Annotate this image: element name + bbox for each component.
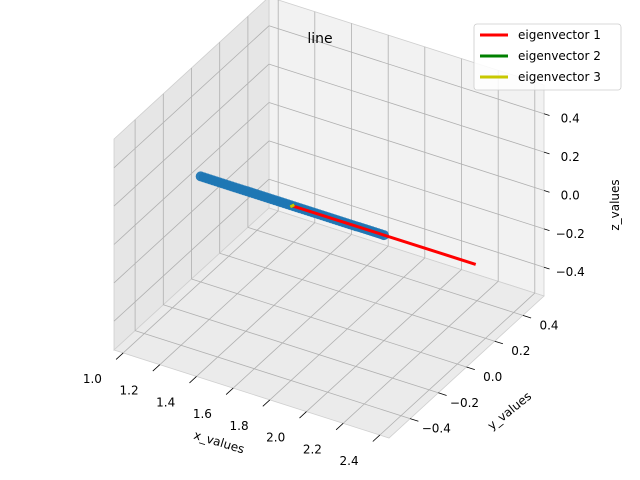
legend-entry-label: eigenvector 3	[518, 70, 601, 84]
eigenvector-1-line	[291, 204, 477, 266]
x-tick-label: 2.2	[303, 442, 322, 456]
y-tick-mark	[466, 366, 475, 370]
y-gridline	[134, 330, 411, 419]
z-tick-mark	[543, 190, 550, 193]
z-axis-label: z_values	[608, 179, 622, 230]
x-tick-mark	[189, 376, 197, 384]
z-gridline	[268, 102, 545, 191]
z-tick-mark	[543, 151, 550, 155]
z-tick-mark	[543, 266, 550, 270]
y-tick-mark	[438, 392, 447, 396]
legend: eigenvector 1 eigenvector 2 eigenvector 3	[473, 23, 622, 91]
x-tick-label: 1.4	[156, 395, 175, 409]
z-tick-mark	[543, 113, 550, 116]
x-tick-mark	[152, 364, 161, 372]
grid-lines	[113, 0, 545, 436]
y-tick-label: 0.4	[539, 318, 558, 332]
z-gridline	[113, 178, 270, 322]
z-gridline	[268, 178, 545, 268]
eigenvector-lines	[289, 203, 477, 266]
legend-entry-label: eigenvector 1	[518, 28, 601, 42]
z-gridline	[113, 140, 270, 284]
z-tick-mark	[543, 228, 550, 231]
eigenvector-3-line	[289, 203, 295, 209]
y-tick-label: 0.0	[483, 370, 502, 384]
y-axis-label: y_values	[485, 389, 534, 433]
y-gridline	[247, 227, 524, 316]
y-tick-label: 0.2	[511, 344, 530, 358]
x-tick-mark	[115, 352, 124, 360]
y-tick-mark	[494, 340, 504, 345]
x-tick-mark	[225, 387, 234, 395]
legend-frame	[473, 23, 622, 91]
x-tick-label: 1.8	[230, 419, 249, 433]
x-tick-label: 1.0	[83, 372, 102, 386]
chart-title: line	[307, 31, 332, 47]
x-tick-label: 1.2	[120, 384, 139, 398]
z-gridline	[113, 102, 270, 245]
z-tick-label: −0.2	[556, 227, 585, 241]
y-gridline	[191, 278, 467, 368]
y-tick-mark	[409, 418, 419, 422]
z-gridline	[268, 25, 545, 115]
y-gridline	[163, 304, 439, 394]
z-gridline	[268, 63, 545, 153]
z-tick-label: −0.4	[556, 265, 585, 279]
x-tick-label: 2.4	[340, 454, 359, 468]
z-tick-label: 0.4	[561, 112, 580, 126]
y-tick-label: −0.4	[422, 422, 451, 436]
x-tick-mark	[335, 423, 344, 431]
z-gridline	[113, 25, 270, 169]
axis-ticks: 1.0 1.2 1.4 1.6 1.8 2.0 2.2 2.4 −0.4 −0.2 0.0 0.2 0.…	[83, 112, 585, 468]
z-tick-label: 0.2	[561, 150, 580, 164]
x-tick-mark	[299, 411, 307, 419]
x-tick-mark	[372, 434, 381, 442]
y-gridline	[219, 252, 495, 342]
z-tick-label: 0.0	[561, 189, 580, 203]
x-tick-label: 2.0	[266, 431, 285, 445]
z-gridline	[268, 140, 545, 230]
y-tick-label: −0.2	[450, 396, 479, 410]
x-tick-mark	[262, 399, 271, 407]
x-tick-label: 1.6	[193, 407, 212, 421]
y-tick-mark	[522, 315, 532, 319]
z-gridline	[113, 63, 270, 207]
legend-entry-label: eigenvector 2	[518, 49, 601, 63]
